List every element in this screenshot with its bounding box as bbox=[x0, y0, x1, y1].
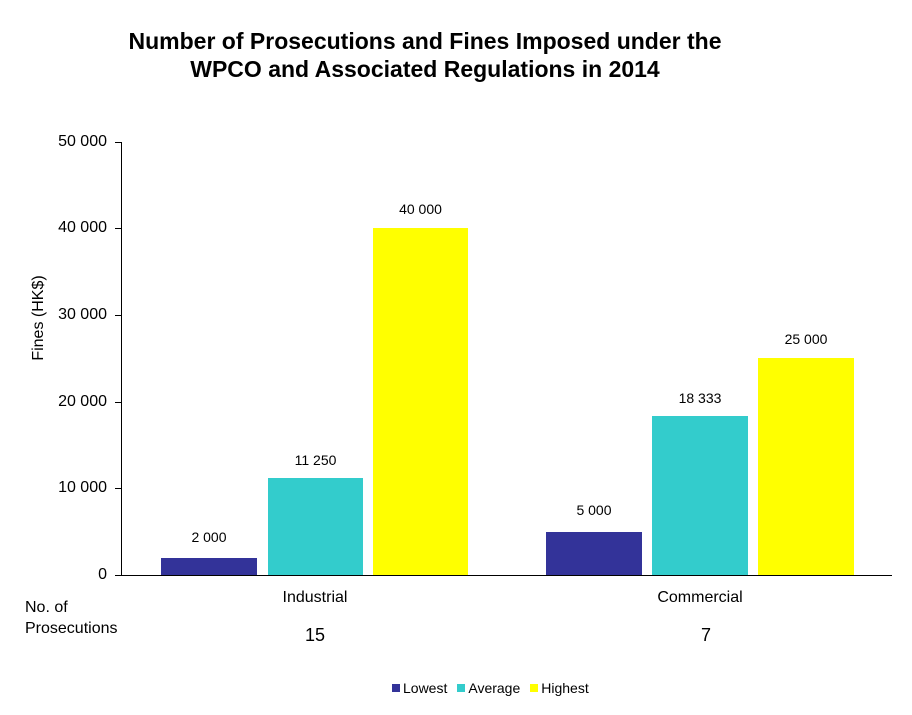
bar-label: 25 000 bbox=[784, 331, 828, 347]
legend-label: Highest bbox=[541, 680, 589, 696]
prosecutions-count-commercial: 7 bbox=[700, 625, 711, 645]
y-tick-label: 0 bbox=[98, 566, 107, 583]
legend-item-average: Average bbox=[457, 680, 520, 696]
y-tick-label: 10 000 bbox=[58, 479, 107, 496]
bar-label: 18 333 bbox=[678, 390, 722, 406]
y-tick bbox=[115, 315, 121, 316]
bar-commercial-average bbox=[652, 416, 748, 575]
y-tick bbox=[115, 575, 121, 576]
category-label-industrial: Industrial bbox=[282, 589, 348, 606]
prosecutions-count-industrial: 15 bbox=[304, 625, 326, 645]
y-tick bbox=[115, 228, 121, 229]
legend-label: Lowest bbox=[403, 680, 448, 696]
y-tick bbox=[115, 488, 121, 489]
bar-industrial-average bbox=[268, 478, 363, 575]
y-tick-label: 40 000 bbox=[58, 219, 107, 236]
category-label-commercial: Commercial bbox=[657, 589, 743, 606]
y-tick-label: 20 000 bbox=[58, 393, 107, 410]
bar-industrial-lowest bbox=[161, 558, 257, 575]
legend-swatch-average bbox=[457, 684, 466, 692]
legend-swatch-lowest bbox=[392, 684, 400, 692]
bar-label: 5 000 bbox=[576, 502, 612, 518]
bar-label: 11 250 bbox=[294, 452, 337, 468]
chart-title: Number of Prosecutions and Fines Imposed… bbox=[0, 27, 850, 83]
legend-swatch-highest bbox=[530, 684, 539, 692]
bar-commercial-lowest bbox=[546, 532, 642, 575]
prosecutions-label: No. of Prosecutions bbox=[25, 597, 118, 639]
chart-title-line-1: Number of Prosecutions and Fines Imposed… bbox=[128, 28, 722, 54]
legend-item-highest: Highest bbox=[530, 680, 589, 696]
y-tick-label: 50 000 bbox=[58, 133, 107, 150]
bar-label: 2 000 bbox=[191, 529, 227, 545]
prosecutions-label-line-1: No. of bbox=[25, 599, 68, 616]
y-tick bbox=[115, 142, 121, 143]
y-tick bbox=[115, 402, 121, 403]
legend: Lowest Average Highest bbox=[392, 680, 599, 696]
prosecutions-label-line-2: Prosecutions bbox=[25, 620, 118, 637]
y-axis-line bbox=[121, 142, 122, 575]
bar-commercial-highest bbox=[758, 358, 854, 575]
legend-item-lowest: Lowest bbox=[392, 680, 447, 696]
chart-title-line-2: WPCO and Associated Regulations in 2014 bbox=[190, 56, 660, 82]
x-axis-line bbox=[121, 575, 892, 576]
bar-label: 40 000 bbox=[399, 201, 442, 217]
bar-industrial-highest bbox=[373, 228, 468, 575]
y-tick-label: 30 000 bbox=[58, 306, 107, 323]
legend-label: Average bbox=[468, 680, 521, 696]
y-axis-title: Fines (HK$) bbox=[30, 275, 47, 361]
